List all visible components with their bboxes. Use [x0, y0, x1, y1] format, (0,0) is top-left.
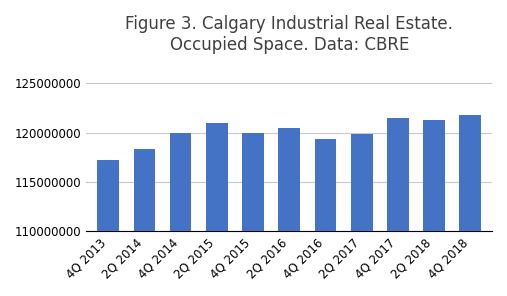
Bar [387, 118, 409, 296]
Bar [314, 139, 336, 296]
Bar [423, 120, 445, 296]
Bar [278, 128, 300, 296]
Bar [206, 123, 228, 296]
Bar [97, 160, 119, 296]
Bar [133, 149, 155, 296]
Bar [459, 115, 481, 296]
Bar [351, 134, 373, 296]
Bar [170, 133, 192, 296]
Bar [242, 133, 264, 296]
Title: Figure 3. Calgary Industrial Real Estate.
Occupied Space. Data: CBRE: Figure 3. Calgary Industrial Real Estate… [125, 15, 453, 54]
